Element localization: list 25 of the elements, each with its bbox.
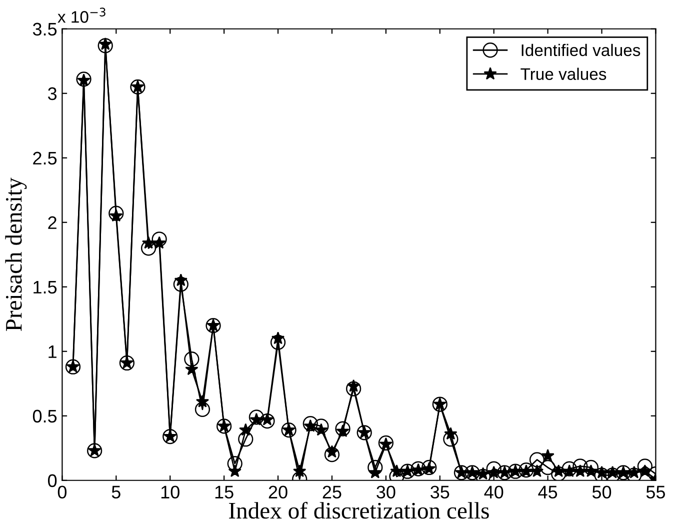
y-tick-label: 3: [48, 87, 57, 100]
y-tick-label: 1.5: [34, 280, 57, 294]
x-tick-label: 15: [215, 486, 234, 498]
x-tick-label: 10: [161, 486, 180, 498]
x-axis-title: Index of discretization cells: [229, 502, 489, 519]
x-tick-label: 20: [268, 486, 288, 498]
y-axis-title: Preisach density: [5, 178, 27, 331]
x-tick-label: 5: [112, 486, 120, 498]
legend-label: Identified values: [522, 44, 640, 56]
legend-label: True values: [520, 68, 606, 80]
x-tick-label: 40: [484, 486, 504, 498]
x-tick-label: 55: [646, 486, 666, 498]
x-tick-label: 50: [592, 486, 612, 498]
y-tick-label: 1: [48, 345, 56, 358]
x-tick-label: 45: [538, 486, 558, 498]
x-tick-label: 35: [430, 486, 450, 498]
y-tick-label: 0.5: [32, 410, 57, 423]
y-tick-label: 2.5: [33, 152, 57, 165]
text: x 10$^{−3}$: [58, 8, 106, 23]
x-tick-label: 30: [376, 486, 396, 498]
y-tick-label: 3.5: [32, 22, 57, 36]
y-tick-label: 0: [48, 474, 57, 488]
x-tick-label: 25: [322, 486, 342, 498]
y-tick-label: 2: [48, 216, 56, 229]
x-tick-label: 0: [58, 486, 67, 498]
